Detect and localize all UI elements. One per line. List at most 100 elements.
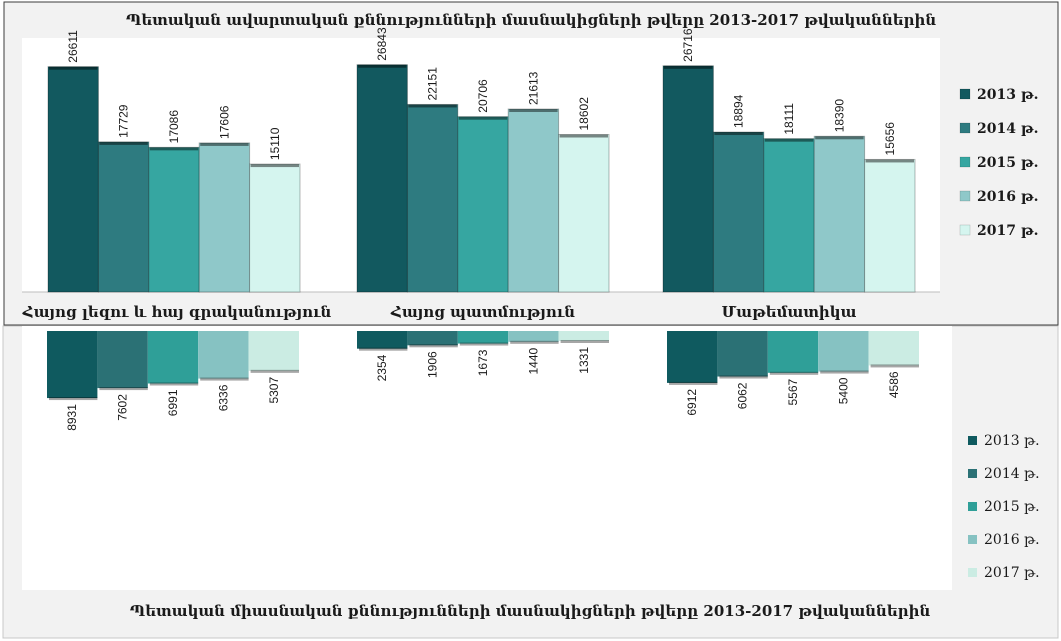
upper-bar (813, 135, 866, 293)
lower-bar-bottom-edge (49, 397, 98, 401)
upper-data-label: 26716 (681, 28, 695, 62)
lower-bar (767, 331, 819, 373)
lower-bar-bottom-edge (149, 382, 199, 386)
lower-data-label: 6336 (216, 384, 230, 411)
lower-bar-bottom-edge (560, 339, 609, 343)
lower-legend-swatch (968, 502, 977, 511)
upper-legend-label: 2017 թ. (977, 223, 1038, 239)
upper-chart: 26611 26843 26716 17729 22151 18894 17086 20706… (22, 27, 1039, 321)
lower-bar (558, 331, 609, 341)
lower-bar (147, 331, 199, 384)
upper-bar-top-edge (200, 142, 249, 146)
lower-legend-label: 2017 թ. (984, 565, 1040, 581)
lower-bar-bottom-edge (719, 375, 768, 379)
lower-bar (457, 331, 509, 344)
lower-legend-label: 2015 թ. (984, 499, 1040, 515)
upper-data-label: 21613 (526, 71, 540, 105)
lower-legend-label: 2014 թ. (984, 466, 1040, 482)
lower-legend-swatch (968, 436, 977, 445)
lower-bar (198, 331, 249, 379)
upper-legend-swatch (959, 156, 971, 168)
upper-bar-top-edge (509, 109, 558, 113)
upper-legend-swatch (959, 190, 971, 202)
upper-bar (356, 64, 408, 293)
upper-bar-top-edge (49, 66, 98, 70)
lower-bar (248, 331, 299, 371)
lower-data-label: 1673 (476, 349, 490, 376)
upper-bar (507, 108, 560, 293)
lower-data-label: 4586 (887, 371, 901, 398)
upper-chart-title: Պետական ավարտական քննությունների մասնակի… (126, 11, 937, 29)
upper-data-label: 18894 (732, 94, 746, 128)
upper-bar-top-edge (358, 64, 407, 68)
lower-data-label: 5400 (836, 377, 850, 404)
upper-bar (763, 138, 815, 293)
upper-data-label: 26843 (375, 27, 389, 61)
upper-bar (97, 141, 150, 293)
lower-bar-bottom-edge (99, 387, 148, 391)
lower-bar (47, 331, 98, 399)
upper-data-label: 15656 (883, 122, 897, 156)
upper-bar-top-edge (149, 147, 199, 151)
upper-bar-top-edge (458, 116, 508, 120)
upper-data-label: 26611 (66, 30, 80, 63)
lower-bar-bottom-edge (510, 340, 559, 344)
upper-bar (47, 66, 99, 293)
lower-data-label: 2354 (375, 354, 389, 381)
lower-data-label: 5307 (267, 377, 281, 404)
upper-legend-label: 2014 թ. (977, 121, 1038, 137)
lower-bar (667, 331, 718, 383)
upper-bar (712, 131, 765, 293)
lower-bar-bottom-edge (250, 369, 299, 373)
lower-data-label: 1331 (577, 347, 591, 374)
upper-bar (457, 116, 509, 293)
lower-chart-title: Պետական միասնական քննությունների մասնակի… (130, 602, 931, 620)
upper-bar (249, 163, 301, 293)
lower-legend-label: 2016 թ. (984, 532, 1040, 548)
upper-category-label: Հայոց լեզու և հայ գրականություն (22, 303, 332, 321)
lower-data-label: 6912 (685, 389, 699, 416)
lower-bar (97, 331, 148, 389)
upper-category-label: Հայոց պատմություն (390, 303, 575, 321)
lower-bar-bottom-edge (359, 347, 408, 351)
upper-category-label: Մաթեմատիկա (722, 303, 857, 321)
lower-data-label: 5567 (786, 378, 800, 405)
upper-data-label: 18390 (832, 99, 846, 133)
lower-data-label: 1906 (426, 351, 440, 378)
upper-bar-top-edge (250, 164, 299, 168)
lower-bar-bottom-edge (820, 370, 869, 374)
lower-bar (508, 331, 559, 342)
lower-legend-swatch (968, 535, 977, 544)
lower-legend-label: 2013 թ. (984, 433, 1040, 449)
upper-data-label: 18602 (577, 97, 591, 131)
upper-data-label: 17606 (217, 105, 231, 139)
lower-legend-swatch (968, 469, 977, 478)
lower-bar-bottom-edge (669, 381, 718, 385)
upper-bar (148, 146, 200, 293)
upper-data-label: 17729 (117, 104, 131, 138)
lower-legend-swatch (968, 568, 977, 577)
upper-bar-top-edge (664, 65, 713, 69)
lower-data-label: 7602 (116, 394, 130, 421)
upper-bar (406, 103, 459, 293)
lower-data-label: 6062 (736, 382, 750, 409)
upper-bar-top-edge (815, 136, 864, 140)
upper-bar-top-edge (408, 104, 457, 108)
upper-legend-label: 2013 թ. (977, 87, 1038, 103)
lower-data-label: 6991 (166, 389, 180, 416)
upper-bar-top-edge (559, 134, 608, 138)
upper-bar-top-edge (714, 132, 763, 136)
lower-bar-bottom-edge (769, 371, 819, 375)
upper-bar-top-edge (764, 138, 814, 142)
lower-chart: 8931 2354 6912 7602 1906 6062 6991 1673 5567 6336… (47, 331, 1040, 581)
upper-data-label: 22151 (426, 67, 440, 101)
upper-data-label: 17086 (167, 110, 181, 144)
upper-data-label: 15110 (268, 127, 282, 160)
upper-data-label: 18111 (782, 103, 796, 135)
lower-bar (357, 331, 408, 349)
lower-bar (717, 331, 768, 377)
upper-bar (558, 134, 610, 293)
lower-bar (818, 331, 869, 372)
lower-bar-bottom-edge (870, 364, 919, 368)
upper-legend-swatch (959, 224, 971, 236)
